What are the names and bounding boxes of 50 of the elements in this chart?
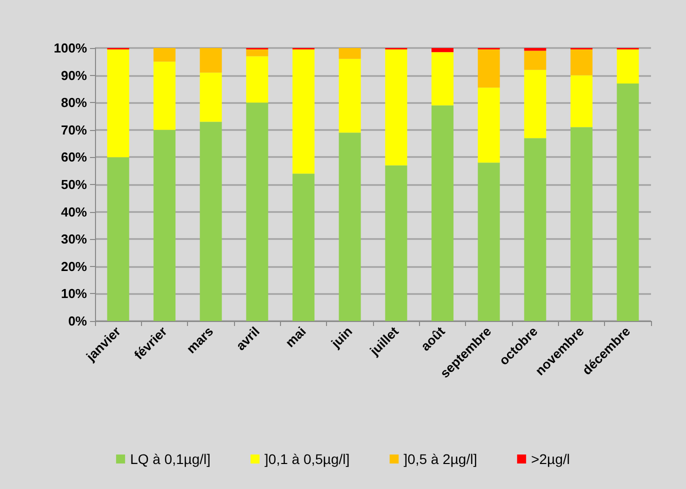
y-tick-label: 20% <box>60 258 88 274</box>
legend-label: LQ à 0,1µg/l] <box>130 451 211 467</box>
bar <box>570 127 592 321</box>
bar <box>246 49 268 56</box>
bar <box>616 49 639 84</box>
bar <box>478 49 500 88</box>
bar <box>385 165 408 321</box>
bar <box>200 48 222 73</box>
legend-label: ]0,5 à 2µg/l] <box>404 451 478 467</box>
bar <box>292 49 314 174</box>
bar <box>107 157 130 321</box>
bar <box>570 75 592 128</box>
y-tick-label: 80% <box>60 95 88 110</box>
y-tick-label: 100% <box>54 40 88 56</box>
bar <box>200 72 222 122</box>
bar <box>246 102 268 321</box>
x-tick-label: juin <box>328 324 356 352</box>
bar <box>154 130 176 321</box>
bar <box>524 50 546 70</box>
x-tick-label: mai <box>282 324 309 350</box>
legend-label: >2µg/l <box>531 451 570 467</box>
bar <box>338 48 361 59</box>
bar <box>524 70 546 138</box>
bar <box>292 174 314 321</box>
bar <box>200 122 222 321</box>
bar <box>524 48 546 51</box>
bar <box>432 105 454 321</box>
y-tick-label: 30% <box>60 232 88 247</box>
bar <box>246 56 268 103</box>
bar <box>154 48 176 62</box>
bar <box>524 138 546 321</box>
bar <box>154 62 176 130</box>
bar <box>107 49 130 158</box>
bar <box>570 49 592 76</box>
bar <box>478 162 500 321</box>
y-tick-label: 90% <box>60 68 88 83</box>
legend-label: ]0,1 à 0,5µg/l] <box>264 451 350 467</box>
y-tick-label: 70% <box>60 122 88 138</box>
bar <box>478 88 500 163</box>
y-tick-label: 0% <box>68 314 88 328</box>
bar <box>338 58 361 133</box>
bar <box>338 132 361 321</box>
bar <box>432 52 454 106</box>
y-tick-label: 40% <box>60 204 88 220</box>
bar <box>432 48 454 52</box>
bar <box>385 49 408 166</box>
y-tick-label: 10% <box>60 286 88 302</box>
y-tick-label: 60% <box>60 150 88 165</box>
y-tick-label: 50% <box>60 177 88 192</box>
bar <box>616 83 639 321</box>
